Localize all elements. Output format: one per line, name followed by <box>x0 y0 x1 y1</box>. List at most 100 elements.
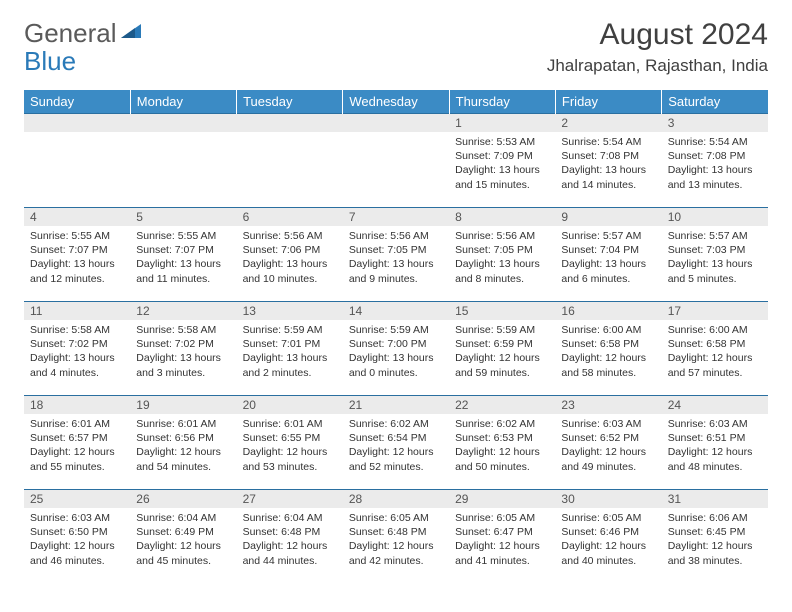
calendar-cell: 16Sunrise: 6:00 AMSunset: 6:58 PMDayligh… <box>555 302 661 396</box>
day-number: 27 <box>237 490 343 508</box>
calendar-row: 25Sunrise: 6:03 AMSunset: 6:50 PMDayligh… <box>24 490 768 584</box>
day-number: 1 <box>449 114 555 132</box>
day-number: 3 <box>662 114 768 132</box>
day-content-empty <box>130 132 236 139</box>
calendar-cell: 22Sunrise: 6:02 AMSunset: 6:53 PMDayligh… <box>449 396 555 490</box>
calendar-cell: 28Sunrise: 6:05 AMSunset: 6:48 PMDayligh… <box>343 490 449 584</box>
location-subtitle: Jhalrapatan, Rajasthan, India <box>547 56 768 76</box>
day-content: Sunrise: 5:55 AMSunset: 7:07 PMDaylight:… <box>24 226 130 290</box>
day-number: 13 <box>237 302 343 320</box>
logo-triangle-icon <box>121 22 143 45</box>
day-number: 24 <box>662 396 768 414</box>
logo-text-part1: General <box>24 18 117 49</box>
weekday-header: Tuesday <box>237 90 343 114</box>
day-content: Sunrise: 5:59 AMSunset: 7:00 PMDaylight:… <box>343 320 449 384</box>
day-content: Sunrise: 5:54 AMSunset: 7:08 PMDaylight:… <box>662 132 768 196</box>
day-content: Sunrise: 6:04 AMSunset: 6:49 PMDaylight:… <box>130 508 236 572</box>
day-number: 25 <box>24 490 130 508</box>
day-content: Sunrise: 5:57 AMSunset: 7:04 PMDaylight:… <box>555 226 661 290</box>
day-content: Sunrise: 6:00 AMSunset: 6:58 PMDaylight:… <box>555 320 661 384</box>
day-content: Sunrise: 6:05 AMSunset: 6:48 PMDaylight:… <box>343 508 449 572</box>
calendar-cell: 23Sunrise: 6:03 AMSunset: 6:52 PMDayligh… <box>555 396 661 490</box>
calendar-cell: 25Sunrise: 6:03 AMSunset: 6:50 PMDayligh… <box>24 490 130 584</box>
day-content: Sunrise: 5:59 AMSunset: 7:01 PMDaylight:… <box>237 320 343 384</box>
day-content: Sunrise: 6:02 AMSunset: 6:54 PMDaylight:… <box>343 414 449 478</box>
day-content: Sunrise: 6:01 AMSunset: 6:56 PMDaylight:… <box>130 414 236 478</box>
calendar-cell: 17Sunrise: 6:00 AMSunset: 6:58 PMDayligh… <box>662 302 768 396</box>
weekday-header: Wednesday <box>343 90 449 114</box>
calendar-cell: 26Sunrise: 6:04 AMSunset: 6:49 PMDayligh… <box>130 490 236 584</box>
calendar-cell: 18Sunrise: 6:01 AMSunset: 6:57 PMDayligh… <box>24 396 130 490</box>
month-title: August 2024 <box>547 18 768 52</box>
day-number: 8 <box>449 208 555 226</box>
weekday-header: Monday <box>130 90 236 114</box>
calendar-cell: 6Sunrise: 5:56 AMSunset: 7:06 PMDaylight… <box>237 208 343 302</box>
calendar-cell: 14Sunrise: 5:59 AMSunset: 7:00 PMDayligh… <box>343 302 449 396</box>
calendar-cell: 4Sunrise: 5:55 AMSunset: 7:07 PMDaylight… <box>24 208 130 302</box>
day-content: Sunrise: 5:56 AMSunset: 7:05 PMDaylight:… <box>343 226 449 290</box>
day-number: 5 <box>130 208 236 226</box>
calendar-cell <box>130 114 236 208</box>
day-number: 11 <box>24 302 130 320</box>
weekday-header: Friday <box>555 90 661 114</box>
day-number: 7 <box>343 208 449 226</box>
calendar-cell: 8Sunrise: 5:56 AMSunset: 7:05 PMDaylight… <box>449 208 555 302</box>
day-content-empty <box>343 132 449 139</box>
day-number: 30 <box>555 490 661 508</box>
calendar-body: 1Sunrise: 5:53 AMSunset: 7:09 PMDaylight… <box>24 114 768 584</box>
calendar-cell: 29Sunrise: 6:05 AMSunset: 6:47 PMDayligh… <box>449 490 555 584</box>
calendar-cell <box>343 114 449 208</box>
calendar-row: 18Sunrise: 6:01 AMSunset: 6:57 PMDayligh… <box>24 396 768 490</box>
logo: General <box>24 18 145 49</box>
calendar-cell: 20Sunrise: 6:01 AMSunset: 6:55 PMDayligh… <box>237 396 343 490</box>
day-content: Sunrise: 6:01 AMSunset: 6:57 PMDaylight:… <box>24 414 130 478</box>
day-number: 23 <box>555 396 661 414</box>
day-number: 14 <box>343 302 449 320</box>
day-content: Sunrise: 5:56 AMSunset: 7:05 PMDaylight:… <box>449 226 555 290</box>
weekday-header-row: Sunday Monday Tuesday Wednesday Thursday… <box>24 90 768 114</box>
day-number: 20 <box>237 396 343 414</box>
day-number: 17 <box>662 302 768 320</box>
day-content: Sunrise: 6:00 AMSunset: 6:58 PMDaylight:… <box>662 320 768 384</box>
calendar-cell: 1Sunrise: 5:53 AMSunset: 7:09 PMDaylight… <box>449 114 555 208</box>
header: General August 2024 Jhalrapatan, Rajasth… <box>0 0 792 84</box>
calendar-cell: 10Sunrise: 5:57 AMSunset: 7:03 PMDayligh… <box>662 208 768 302</box>
weekday-header: Sunday <box>24 90 130 114</box>
day-content-empty <box>24 132 130 139</box>
day-number: 29 <box>449 490 555 508</box>
day-content: Sunrise: 5:58 AMSunset: 7:02 PMDaylight:… <box>130 320 236 384</box>
day-content: Sunrise: 6:03 AMSunset: 6:50 PMDaylight:… <box>24 508 130 572</box>
day-number-empty <box>130 114 236 132</box>
day-number: 9 <box>555 208 661 226</box>
calendar-table: Sunday Monday Tuesday Wednesday Thursday… <box>24 90 768 584</box>
logo-text-part2-wrap: Blue <box>24 46 76 77</box>
day-content: Sunrise: 6:05 AMSunset: 6:46 PMDaylight:… <box>555 508 661 572</box>
day-number: 12 <box>130 302 236 320</box>
day-number-empty <box>24 114 130 132</box>
day-number: 26 <box>130 490 236 508</box>
day-content: Sunrise: 5:57 AMSunset: 7:03 PMDaylight:… <box>662 226 768 290</box>
calendar-row: 4Sunrise: 5:55 AMSunset: 7:07 PMDaylight… <box>24 208 768 302</box>
calendar-cell: 19Sunrise: 6:01 AMSunset: 6:56 PMDayligh… <box>130 396 236 490</box>
day-content: Sunrise: 6:06 AMSunset: 6:45 PMDaylight:… <box>662 508 768 572</box>
day-content-empty <box>237 132 343 139</box>
day-number: 10 <box>662 208 768 226</box>
day-number-empty <box>237 114 343 132</box>
day-number: 2 <box>555 114 661 132</box>
calendar-row: 11Sunrise: 5:58 AMSunset: 7:02 PMDayligh… <box>24 302 768 396</box>
day-number: 16 <box>555 302 661 320</box>
day-number: 4 <box>24 208 130 226</box>
calendar-row: 1Sunrise: 5:53 AMSunset: 7:09 PMDaylight… <box>24 114 768 208</box>
day-content: Sunrise: 6:05 AMSunset: 6:47 PMDaylight:… <box>449 508 555 572</box>
day-number: 22 <box>449 396 555 414</box>
day-number: 18 <box>24 396 130 414</box>
calendar-cell <box>237 114 343 208</box>
day-number: 31 <box>662 490 768 508</box>
day-content: Sunrise: 5:53 AMSunset: 7:09 PMDaylight:… <box>449 132 555 196</box>
calendar-cell: 15Sunrise: 5:59 AMSunset: 6:59 PMDayligh… <box>449 302 555 396</box>
calendar-cell <box>24 114 130 208</box>
calendar-cell: 21Sunrise: 6:02 AMSunset: 6:54 PMDayligh… <box>343 396 449 490</box>
day-content: Sunrise: 5:56 AMSunset: 7:06 PMDaylight:… <box>237 226 343 290</box>
day-content: Sunrise: 6:01 AMSunset: 6:55 PMDaylight:… <box>237 414 343 478</box>
logo-text-part2: Blue <box>24 46 76 76</box>
